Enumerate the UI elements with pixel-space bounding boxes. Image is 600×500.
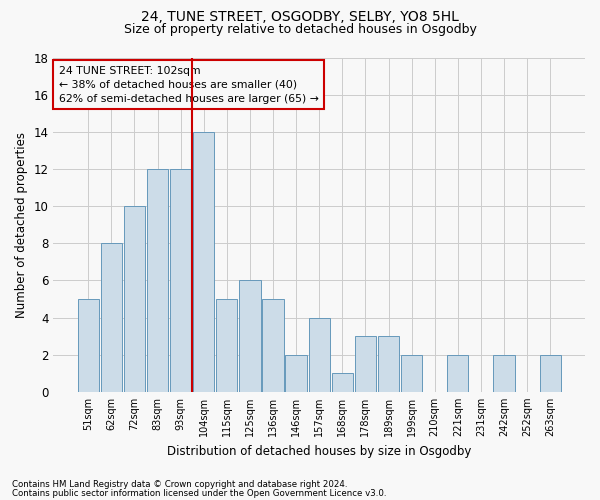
Text: Contains HM Land Registry data © Crown copyright and database right 2024.: Contains HM Land Registry data © Crown c…: [12, 480, 347, 489]
Bar: [216, 299, 238, 392]
Bar: [355, 336, 376, 392]
Bar: [170, 169, 191, 392]
Bar: [262, 299, 284, 392]
X-axis label: Distribution of detached houses by size in Osgodby: Distribution of detached houses by size …: [167, 444, 472, 458]
Text: 24, TUNE STREET, OSGODBY, SELBY, YO8 5HL: 24, TUNE STREET, OSGODBY, SELBY, YO8 5HL: [141, 10, 459, 24]
Bar: [124, 206, 145, 392]
Bar: [147, 169, 168, 392]
Text: Size of property relative to detached houses in Osgodby: Size of property relative to detached ho…: [124, 22, 476, 36]
Bar: [378, 336, 399, 392]
Bar: [101, 243, 122, 392]
Bar: [447, 354, 469, 392]
Bar: [332, 373, 353, 392]
Bar: [193, 132, 214, 392]
Bar: [401, 354, 422, 392]
Y-axis label: Number of detached properties: Number of detached properties: [15, 132, 28, 318]
Text: Contains public sector information licensed under the Open Government Licence v3: Contains public sector information licen…: [12, 488, 386, 498]
Bar: [308, 318, 330, 392]
Bar: [493, 354, 515, 392]
Bar: [539, 354, 561, 392]
Bar: [239, 280, 260, 392]
Bar: [77, 299, 99, 392]
Text: 24 TUNE STREET: 102sqm
← 38% of detached houses are smaller (40)
62% of semi-det: 24 TUNE STREET: 102sqm ← 38% of detached…: [59, 66, 319, 104]
Bar: [286, 354, 307, 392]
